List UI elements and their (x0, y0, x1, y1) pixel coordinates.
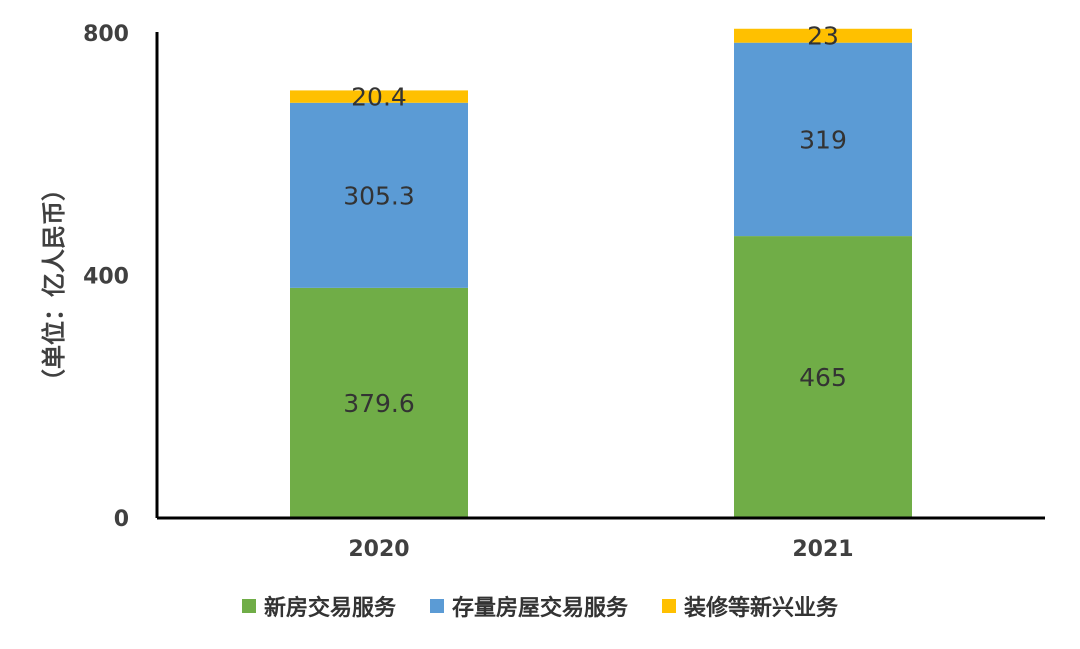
bar-segment (734, 28, 912, 43)
data-label: 319 (799, 125, 847, 154)
data-label: 305.3 (343, 181, 415, 210)
x-tick-labels: 2020 2021 (348, 537, 853, 562)
legend-swatch (241, 599, 256, 613)
bar-segment (290, 90, 468, 103)
legend: 新房交易服务 存量房屋交易服务 装修等新兴业务 (0, 590, 1080, 622)
legend-swatch (429, 599, 444, 613)
data-label: 20.4 (351, 83, 407, 112)
bar-segment (734, 236, 912, 518)
y-tick-labels: 0 400 800 (83, 22, 129, 532)
legend-item: 存量房屋交易服务 (429, 590, 628, 622)
legend-swatch (662, 599, 676, 613)
legend-label: 装修等新兴业务 (684, 596, 839, 621)
legend-label: 新房交易服务 (263, 596, 396, 621)
data-labels-layer: 379.6 305.3 20.4 465 319 23 (343, 22, 847, 418)
data-label: 465 (799, 363, 847, 392)
bar-segment (290, 102, 468, 288)
bar-segment (734, 42, 912, 237)
bars-layer (290, 28, 912, 518)
data-label: 23 (807, 22, 839, 51)
legend-item: 装修等新兴业务 (662, 590, 838, 622)
legend-label: 存量房屋交易服务 (451, 596, 628, 621)
y-tick-label: 0 (114, 507, 129, 532)
legend-item: 新房交易服务 (241, 590, 396, 622)
y-tick-label: 800 (83, 22, 129, 47)
y-axis-title: （单位：亿人民币） (40, 177, 68, 393)
x-tick-label: 2021 (792, 537, 853, 562)
y-tick-label: 400 (83, 265, 129, 290)
x-tick-label: 2020 (348, 537, 409, 562)
bar-segment (290, 287, 468, 518)
data-label: 379.6 (343, 389, 415, 418)
